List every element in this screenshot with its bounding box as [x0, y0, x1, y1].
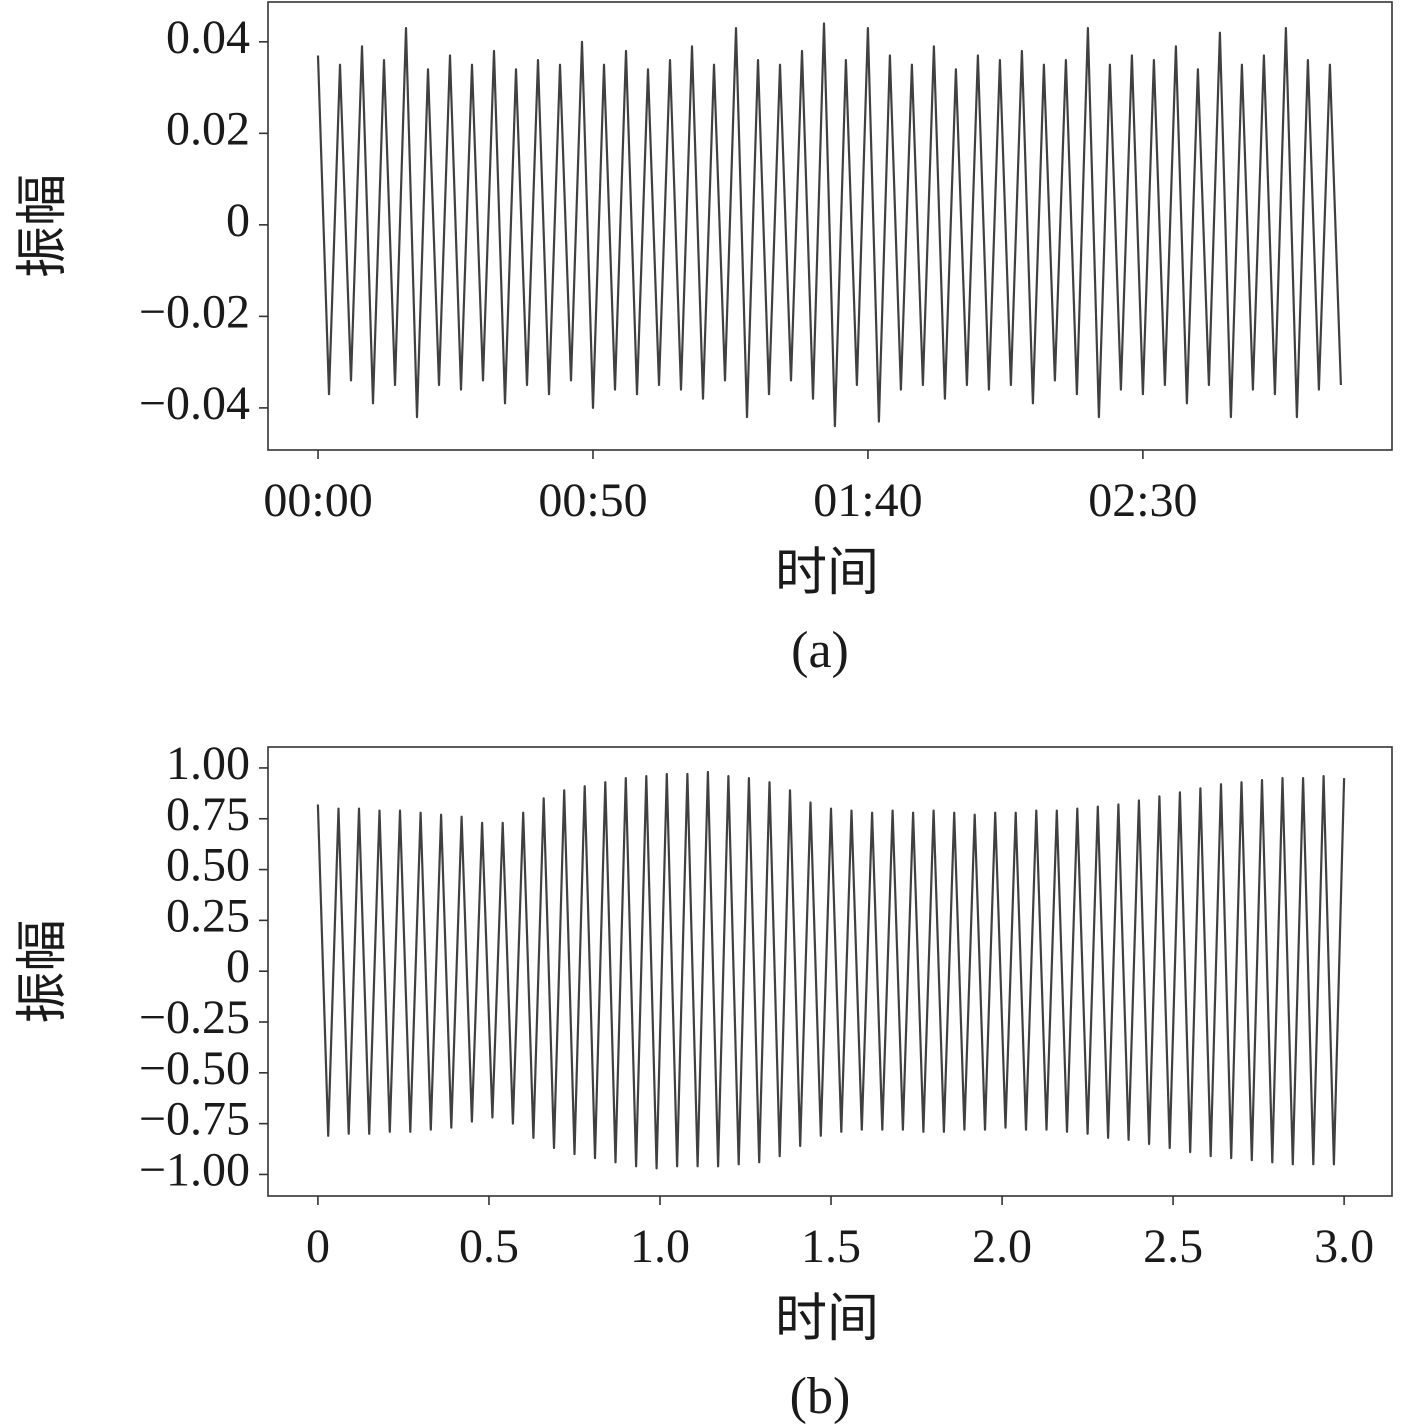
y-tick-label: 0.75	[166, 788, 250, 841]
y-tick-label: −0.02	[139, 285, 250, 338]
x-tick-label: 00:00	[263, 474, 372, 527]
x-tick-label: 1.5	[801, 1220, 861, 1273]
y-tick-label: 0	[226, 194, 250, 247]
y-axis-label: 振幅	[15, 174, 72, 278]
x-tick-label: 1.0	[630, 1220, 690, 1273]
y-tick-label: 0	[226, 940, 250, 993]
y-tick-label: 0.25	[166, 889, 250, 942]
waveform	[316, 22, 1342, 428]
caption: (b)	[790, 1368, 851, 1425]
x-tick-label: 02:30	[1088, 474, 1197, 527]
y-tick-label: 0.02	[166, 102, 250, 155]
y-tick-label: −0.04	[139, 377, 250, 430]
y-tick-label: −0.75	[139, 1093, 250, 1146]
x-axis-label: 时间	[775, 545, 879, 602]
x-tick-label: 2.0	[972, 1220, 1032, 1273]
y-tick-label: 1.00	[166, 737, 250, 790]
x-tick-label: 2.5	[1143, 1220, 1203, 1273]
y-axis-label: 振幅	[15, 919, 72, 1023]
waveform	[316, 770, 1346, 1170]
caption: (a)	[791, 622, 849, 679]
x-tick-label: 0	[306, 1220, 330, 1273]
x-axis-label: 时间	[775, 1291, 879, 1348]
y-tick-label: −0.50	[139, 1042, 250, 1095]
y-tick-label: 0.04	[166, 11, 250, 64]
x-tick-label: 0.5	[459, 1220, 519, 1273]
y-tick-label: 0.50	[166, 839, 250, 892]
y-tick-label: −1.00	[139, 1143, 250, 1196]
plot-frame	[267, 1, 1393, 451]
x-tick-label: 00:50	[538, 474, 647, 527]
x-tick-label: 3.0	[1314, 1220, 1374, 1273]
x-tick-label: 01:40	[813, 474, 922, 527]
y-tick-label: −0.25	[139, 991, 250, 1044]
